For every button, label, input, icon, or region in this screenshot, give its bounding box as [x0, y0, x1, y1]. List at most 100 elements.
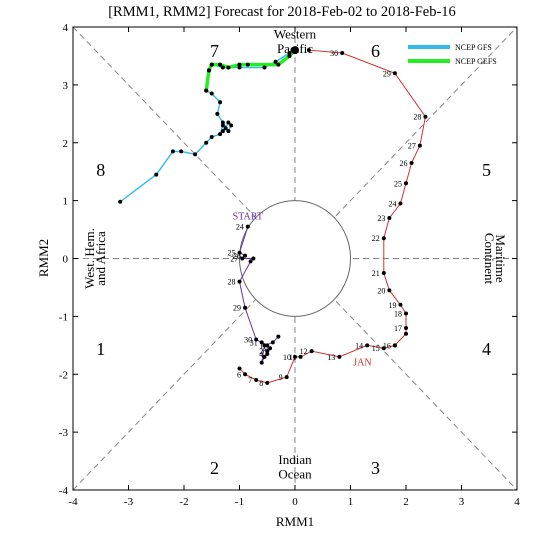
phase-label-3: 3	[371, 458, 380, 478]
y-tick-label: -3	[59, 427, 69, 439]
series-point-gfs	[273, 59, 278, 64]
chart-title: [RMM1, RMM2] Forecast for 2018-Feb-02 to…	[108, 4, 456, 20]
phase-label-6: 6	[371, 41, 380, 61]
series-point-gefs	[206, 68, 211, 73]
series-point-gfs	[154, 172, 159, 177]
series-point-mar	[265, 351, 270, 356]
series-day-label-jan: 15	[372, 344, 380, 353]
series-point-feb	[398, 201, 403, 206]
series-day-label-feb: 30	[330, 49, 338, 58]
series-point-gfs	[215, 111, 220, 116]
series-day-label-feb: 29	[383, 69, 391, 78]
y-tick-label: 4	[63, 22, 69, 34]
series-day-label-feb: 27	[408, 142, 416, 151]
y-tick-label: -1	[59, 311, 68, 323]
series-point-mar	[262, 354, 267, 359]
x-tick-label: 2	[403, 496, 409, 508]
y-tick-label: 1	[63, 196, 69, 208]
series-point-gfs	[220, 129, 225, 134]
series-day-label-jan: 14	[355, 341, 363, 350]
series-day-label-jan: 9	[279, 373, 283, 382]
series-point-jan	[365, 343, 370, 348]
series-point-mar	[265, 349, 270, 354]
legend-label: NCEP GFS	[455, 43, 492, 52]
series-day-label-jan: 11	[289, 353, 297, 362]
series-point-jan	[381, 346, 386, 351]
series-day-label-mar: 25	[228, 249, 236, 258]
region-label-top: Western	[274, 27, 317, 42]
series-point-mar	[237, 250, 242, 255]
series-point-gfs	[218, 132, 223, 137]
series-point-jan	[392, 343, 397, 348]
series-point-feb	[387, 215, 392, 220]
phase-label-4: 4	[482, 339, 491, 359]
x-tick-label: -4	[68, 496, 78, 508]
x-tick-label: 0	[292, 496, 298, 508]
phase-label-7: 7	[210, 41, 219, 61]
series-point-gfs	[229, 123, 234, 128]
series-point-jan	[337, 354, 342, 359]
series-day-label-feb: 28	[413, 113, 421, 122]
series-day-label-mar: 1	[259, 341, 263, 350]
legend-label: NCEP GEFS	[455, 57, 497, 66]
series-point-feb	[306, 48, 311, 53]
series-point-gfs	[287, 51, 292, 56]
series-day-label-feb: 26	[400, 159, 408, 168]
series-point-mar	[248, 259, 253, 264]
series-day-label-mar: 30	[244, 336, 252, 345]
series-point-gfs	[170, 149, 175, 154]
series-day-label-mar: 2	[259, 347, 263, 356]
series-day-label-jan: 8	[259, 379, 263, 388]
y-tick-label: 0	[63, 254, 69, 266]
series-point-feb	[404, 181, 408, 186]
series-point-mar	[243, 253, 248, 258]
series-point-mar	[268, 346, 273, 351]
phase-label-2: 2	[210, 458, 219, 478]
unit-circle	[239, 200, 351, 317]
series-point-feb	[392, 71, 397, 76]
series-point-gfs	[209, 91, 214, 96]
series-day-label-feb: 25	[394, 179, 402, 188]
series-day-label-jan: 12	[300, 347, 308, 356]
series-point-gfs	[218, 100, 223, 105]
series-point-jan	[254, 378, 259, 383]
y-tick-label: 2	[63, 138, 69, 150]
series-point-gefs	[287, 53, 292, 58]
series-point-gefs	[276, 62, 281, 67]
series-point-feb	[381, 270, 386, 275]
x-tick-label: 3	[459, 496, 465, 508]
series-day-label-jan: 16	[383, 341, 391, 350]
series-point-gfs	[179, 149, 184, 154]
series-point-gfs	[262, 65, 267, 70]
series-point-gfs	[237, 65, 242, 70]
series-day-label-mar: 24	[236, 223, 244, 232]
region-label-right: Maritime	[493, 234, 508, 283]
series-point-feb	[417, 143, 422, 148]
series-point-feb	[409, 161, 414, 166]
series-point-gefs	[226, 65, 231, 70]
series-point-mar	[262, 343, 267, 348]
series-point-jan	[237, 366, 242, 371]
series-day-label-feb: 17	[394, 324, 402, 333]
series-day-label-feb: 19	[388, 301, 396, 310]
series-point-mar	[251, 256, 256, 261]
series-point-mar	[254, 337, 259, 342]
series-day-label-feb: 23	[377, 214, 385, 223]
region-label-left: and Africa	[93, 231, 108, 286]
region-label-bottom: Indian	[278, 452, 312, 467]
x-tick-label: -2	[179, 496, 188, 508]
series-point-feb	[381, 236, 386, 241]
series-point-gefs	[209, 62, 214, 67]
series-point-mar	[270, 340, 275, 345]
series-day-label-feb: 21	[372, 269, 380, 278]
series-point-mar	[259, 340, 264, 345]
series-point-gfs	[193, 152, 198, 157]
series-day-label-mar: 29	[233, 304, 241, 313]
y-tick-label: 3	[63, 80, 69, 92]
series-day-label-mar: 26	[233, 252, 241, 261]
series-point-feb	[423, 114, 428, 119]
x-tick-label: 4	[514, 496, 520, 508]
x-tick-label: 1	[348, 496, 354, 508]
